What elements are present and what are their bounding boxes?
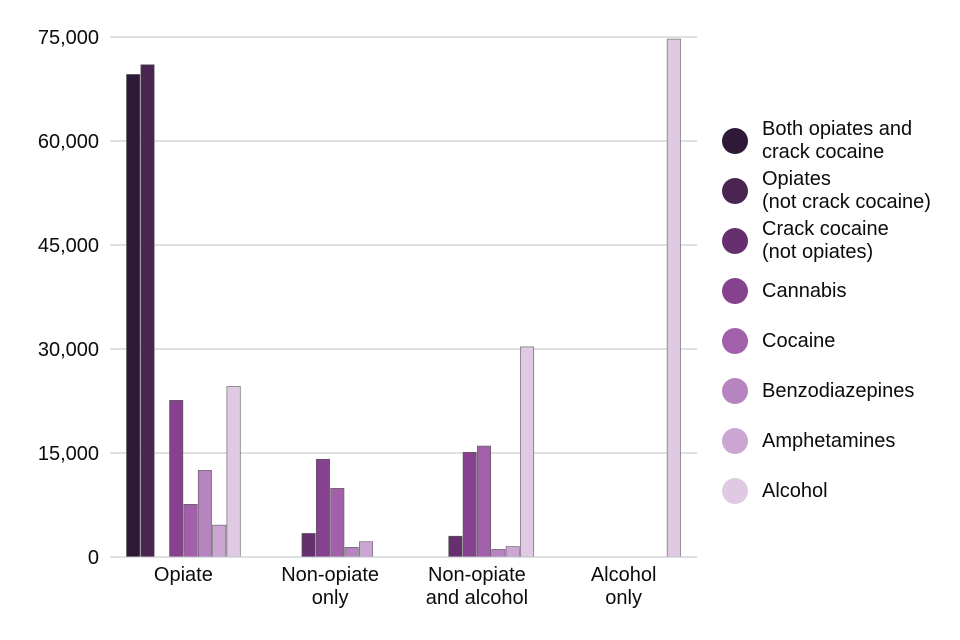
legend-item: Opiates (not crack cocaine) bbox=[722, 166, 958, 216]
legend-swatch bbox=[722, 378, 748, 404]
legend-item: Cannabis bbox=[722, 266, 958, 316]
legend-item: Both opiates and crack cocaine bbox=[722, 116, 958, 166]
legend-label: Benzodiazepines bbox=[762, 379, 915, 402]
bar bbox=[197, 470, 212, 558]
bar bbox=[140, 64, 155, 558]
x-category-label: Non-opiate only bbox=[281, 564, 379, 609]
bar bbox=[477, 445, 492, 558]
bars bbox=[126, 38, 681, 558]
legend-swatch bbox=[722, 428, 748, 454]
y-tick-label: 45,000 bbox=[38, 235, 99, 257]
legend-item: Cocaine bbox=[722, 316, 958, 366]
x-axis-category-labels: Opiate Non-opiate only Non-opiate and alcoho… bbox=[154, 564, 657, 609]
legend-label: Cannabis bbox=[762, 279, 847, 302]
bar bbox=[330, 488, 345, 558]
gridlines bbox=[110, 36, 697, 454]
y-tick-label: 75,000 bbox=[38, 27, 99, 49]
y-axis-ticks: 0 15,000 30,000 45,000 60,000 75,000 bbox=[38, 27, 99, 569]
legend-label: Cocaine bbox=[762, 329, 836, 352]
x-category-label: Non-opiate and alcohol bbox=[426, 564, 528, 609]
legend-label: Crack cocaine (not opiates) bbox=[762, 218, 889, 263]
bar bbox=[462, 452, 477, 558]
bar bbox=[212, 524, 227, 558]
legend-item: Amphetamines bbox=[722, 416, 958, 466]
bar bbox=[520, 346, 535, 558]
bar bbox=[491, 549, 506, 558]
legend-swatch bbox=[722, 328, 748, 354]
y-tick-label: 0 bbox=[88, 547, 99, 569]
legend-item: Alcohol bbox=[722, 466, 958, 516]
legend-label: Alcohol bbox=[762, 479, 828, 502]
bar bbox=[448, 535, 463, 558]
bar bbox=[183, 504, 198, 558]
legend-label: Opiates (not crack cocaine) bbox=[762, 168, 931, 213]
x-category-label: Alcohol only bbox=[591, 564, 657, 609]
legend-swatch bbox=[722, 478, 748, 504]
legend-swatch bbox=[722, 228, 748, 254]
bar bbox=[344, 546, 359, 558]
bar bbox=[505, 546, 520, 558]
legend-swatch bbox=[722, 128, 748, 154]
x-category-label: Opiate bbox=[154, 564, 213, 586]
y-tick-label: 15,000 bbox=[38, 443, 99, 465]
y-tick-label: 60,000 bbox=[38, 131, 99, 153]
bar bbox=[359, 541, 373, 558]
legend-item: Crack cocaine (not opiates) bbox=[722, 216, 958, 266]
bar bbox=[315, 458, 330, 558]
legend-label: Both opiates and crack cocaine bbox=[762, 118, 913, 163]
bar bbox=[301, 533, 316, 558]
chart-legend: Both opiates and crack cocaine Opiates (n… bbox=[722, 116, 958, 516]
y-tick-label: 30,000 bbox=[38, 339, 99, 361]
bar bbox=[169, 400, 184, 558]
bar bbox=[666, 38, 681, 558]
legend-item: Benzodiazepines bbox=[722, 366, 958, 416]
bar bbox=[226, 386, 241, 558]
bar bbox=[126, 74, 141, 558]
legend-swatch bbox=[722, 278, 748, 304]
legend-swatch bbox=[722, 178, 748, 204]
legend-label: Amphetamines bbox=[762, 429, 896, 452]
